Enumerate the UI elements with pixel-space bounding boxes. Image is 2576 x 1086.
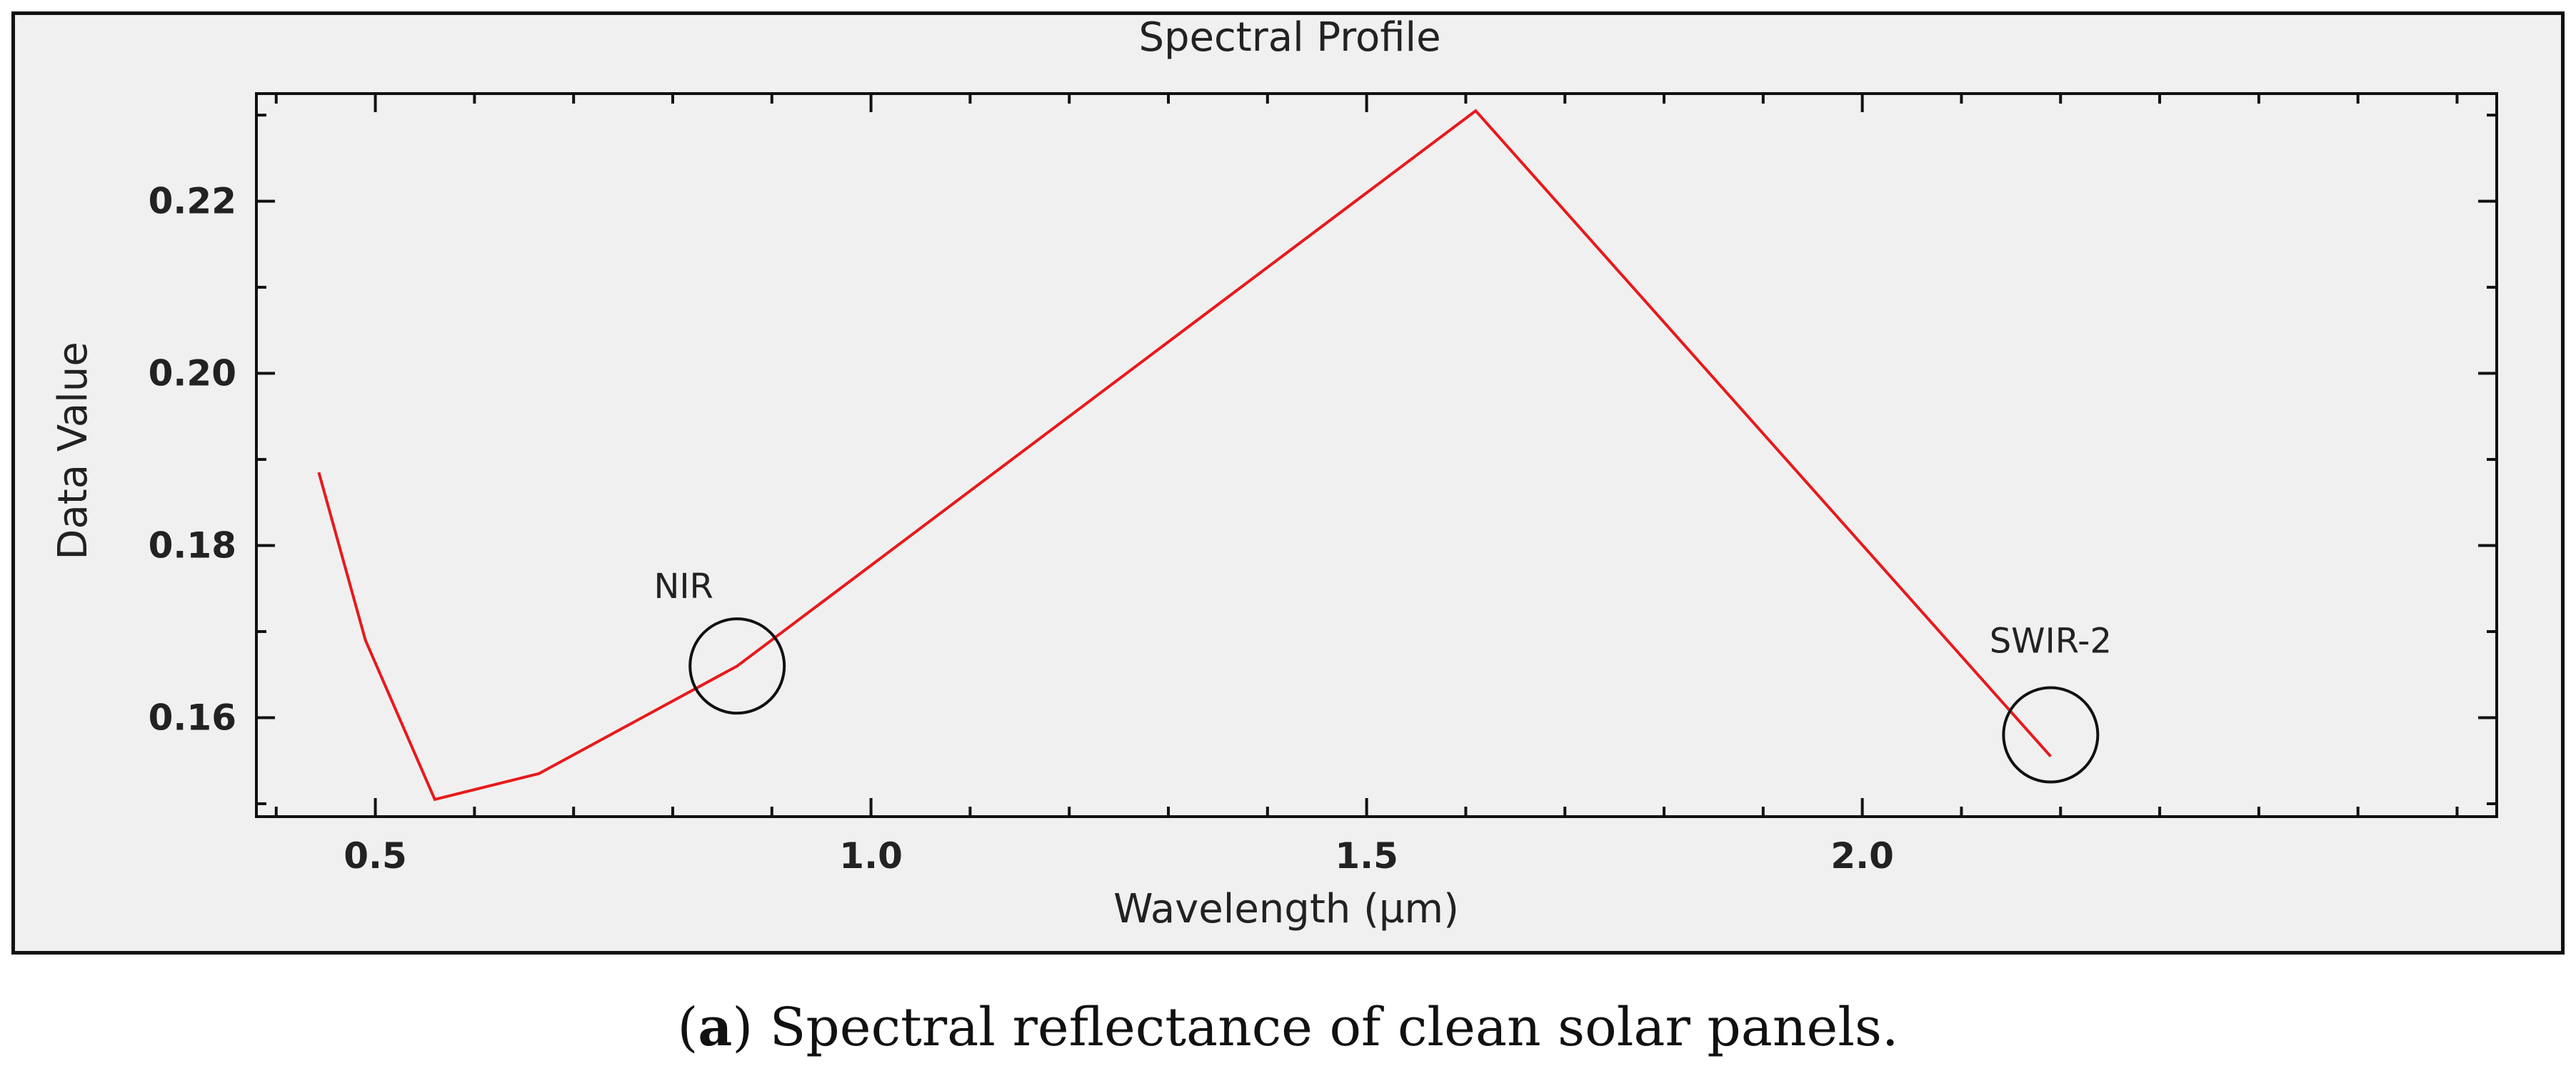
y-tick-label: 0.22 — [149, 181, 236, 222]
plot-area: 0.5 1.0 1.5 2.0 0.16 0.18 0.20 0.22 NIR SWIR-2 — [149, 92, 2498, 877]
x-axis-label: Wavelength (µm) — [1113, 886, 1459, 932]
y-tick-label: 0.16 — [149, 697, 236, 738]
chart-frame: Spectral Profile 0.5 1.0 1.5 2.0 0.16 0.18 0.2… — [11, 11, 2565, 955]
chart-svg: Spectral Profile 0.5 1.0 1.5 2.0 0.16 0.18 0.2… — [50, 15, 2498, 932]
x-tick-label: 1.0 — [839, 835, 903, 877]
caption-text: Spectral reflectance of clean solar pane… — [753, 997, 1899, 1058]
annotation-circle — [688, 617, 786, 715]
caption-label: a — [698, 997, 733, 1058]
plot-frame — [255, 92, 2498, 818]
series-line — [317, 109, 2052, 802]
figure-caption: (a) Spectral reflectance of clean solar … — [677, 997, 1899, 1058]
x-tick-label: 0.5 — [344, 835, 407, 877]
y-tick-label: 0.18 — [149, 525, 236, 567]
annotation-circle — [2002, 686, 2100, 784]
y-axis-label: Data Value — [50, 342, 96, 559]
chart-title: Spectral Profile — [1138, 15, 1440, 61]
x-tick-label: 1.5 — [1335, 835, 1398, 877]
annotation-label: SWIR-2 — [1990, 622, 2112, 662]
y-tick-label: 0.20 — [149, 353, 236, 394]
annotation-label: NIR — [653, 567, 713, 607]
x-tick-label: 2.0 — [1830, 835, 1894, 877]
